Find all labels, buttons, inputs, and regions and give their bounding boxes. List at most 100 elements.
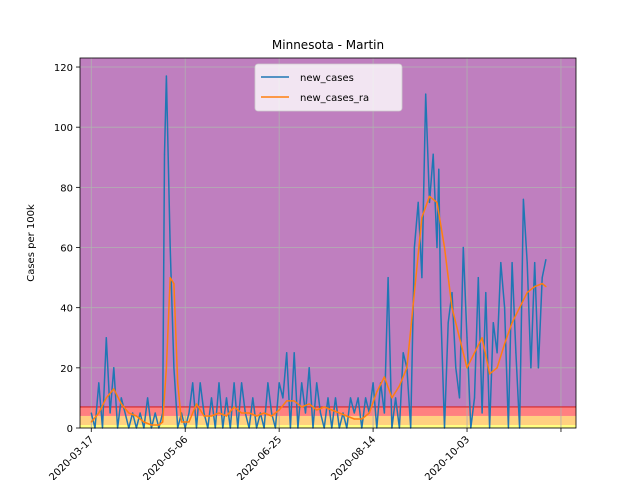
y-tick-label-5: 100 — [54, 123, 73, 134]
data-point-new_cases_ra-33 — [316, 409, 318, 411]
data-point-new_cases-72 — [357, 397, 359, 399]
data-point-new_cases-44 — [252, 397, 254, 399]
data-point-new_cases-74 — [364, 397, 367, 399]
data-point-new_cases-35 — [218, 382, 220, 384]
data-point-new_cases-30 — [199, 382, 201, 384]
data-point-new_cases_ra-46 — [413, 292, 416, 294]
data-point-new_cases_ra-18 — [203, 415, 205, 417]
data-point-new_cases-49 — [271, 412, 273, 414]
data-point-new_cases_ra-21 — [225, 415, 228, 417]
data-point-new_cases_ra-44 — [398, 385, 400, 387]
data-point-new_cases-66 — [334, 397, 337, 399]
data-point-new_cases_ra-58 — [504, 343, 506, 345]
data-point-new_cases_ra-7 — [143, 421, 145, 423]
data-point-new_cases-20 — [163, 153, 166, 155]
data-point-new_cases_ra-61 — [526, 292, 528, 294]
data-point-new_cases_ra-5 — [128, 412, 130, 414]
chart-title: Minnesota - Martin — [272, 38, 384, 52]
data-point-new_cases-92 — [432, 153, 434, 155]
data-point-new_cases_ra-49 — [436, 201, 438, 203]
x-tick-label-2: 2020-06-25 — [235, 434, 284, 480]
data-point-new_cases-5 — [109, 412, 111, 414]
data-point-new_cases_ra-22 — [233, 406, 235, 408]
data-point-new_cases-100 — [458, 397, 461, 399]
data-point-new_cases_ra-55 — [481, 337, 483, 339]
data-point-new_cases-91 — [428, 201, 431, 203]
data-point-new_cases-23 — [173, 367, 175, 369]
data-point-new_cases-70 — [349, 397, 352, 399]
data-point-new_cases-84 — [402, 352, 404, 354]
data-point-new_cases-101 — [462, 246, 464, 249]
data-point-new_cases-122 — [541, 276, 543, 279]
data-point-new_cases-102 — [466, 337, 468, 339]
data-point-new_cases_ra-52 — [458, 337, 461, 339]
series-layer — [90, 75, 547, 429]
data-point-new_cases_ra-53 — [466, 367, 468, 369]
data-point-new_cases-8 — [120, 397, 122, 399]
data-point-new_cases_ra-45 — [406, 367, 408, 369]
data-point-new_cases_ra-10 — [162, 421, 164, 423]
data-point-new_cases-97 — [447, 322, 449, 324]
data-point-new_cases-110 — [496, 352, 498, 354]
background-band-0 — [80, 424, 576, 428]
legend-label-new_cases_ra: new_cases_ra — [300, 93, 369, 104]
data-point-new_cases-61 — [316, 382, 318, 384]
data-point-new_cases-80 — [387, 276, 389, 279]
series-new_cases_ra — [90, 195, 547, 426]
data-point-new_cases_ra-15 — [180, 421, 183, 423]
data-point-new_cases-79 — [383, 412, 385, 414]
data-point-new_cases-119 — [530, 367, 532, 369]
data-point-new_cases-17 — [154, 412, 156, 414]
data-point-new_cases_ra-41 — [376, 391, 378, 393]
data-point-new_cases_ra-3 — [113, 388, 115, 390]
data-point-new_cases_ra-56 — [488, 373, 491, 375]
legend-box — [254, 63, 403, 112]
data-point-new_cases_ra-4 — [120, 403, 122, 405]
data-point-new_cases_ra-51 — [451, 307, 453, 309]
data-point-new_cases-93 — [436, 246, 438, 249]
data-point-new_cases-31 — [203, 412, 205, 414]
data-point-new_cases_ra-9 — [158, 424, 160, 426]
data-point-new_cases-76 — [372, 382, 374, 384]
x-tick-label-1: 2020-05-06 — [141, 434, 190, 480]
data-point-new_cases_ra-23 — [240, 412, 243, 414]
y-tick-label-4: 80 — [60, 183, 73, 194]
data-point-new_cases-106 — [481, 412, 483, 414]
data-point-new_cases_ra-2 — [105, 397, 107, 399]
data-point-new_cases-4 — [105, 337, 107, 339]
data-point-new_cases-120 — [534, 261, 536, 264]
x-tick-label-3: 2020-08-14 — [329, 434, 378, 480]
y-axis-label: Cases per 100k — [26, 204, 37, 282]
data-point-new_cases_ra-13 — [173, 283, 175, 285]
data-point-new_cases-15 — [147, 397, 149, 399]
data-point-new_cases-33 — [210, 397, 213, 399]
data-point-new_cases-88 — [417, 201, 419, 203]
data-point-new_cases_ra-1 — [98, 412, 100, 414]
data-point-new_cases_ra-6 — [135, 415, 137, 417]
data-point-new_cases-121 — [537, 367, 540, 369]
data-point-new_cases-27 — [188, 412, 190, 414]
data-point-new_cases_ra-57 — [496, 367, 498, 369]
data-point-new_cases_ra-27 — [271, 415, 273, 417]
data-point-new_cases_ra-54 — [473, 352, 476, 354]
y-tick-label-3: 60 — [60, 244, 73, 255]
data-point-new_cases-58 — [304, 412, 307, 414]
data-point-new_cases_ra-37 — [346, 415, 348, 417]
data-point-new_cases_ra-29 — [286, 400, 288, 402]
data-point-new_cases_ra-14 — [177, 382, 179, 384]
data-point-new_cases_ra-24 — [248, 412, 250, 414]
data-point-new_cases-59 — [308, 367, 310, 369]
data-point-new_cases_ra-19 — [210, 415, 213, 417]
y-tick-label-6: 120 — [54, 63, 73, 74]
legend: new_cases new_cases_ra — [254, 63, 403, 112]
x-axis: 2020-03-17 2020-05-06 2020-06-25 2020-08-14… — [48, 428, 562, 480]
series-line-new_cases — [90, 75, 547, 429]
data-point-new_cases-89 — [421, 276, 423, 279]
data-point-new_cases_ra-30 — [293, 400, 295, 402]
data-point-new_cases-95 — [440, 307, 442, 309]
data-point-new_cases_ra-35 — [331, 409, 333, 411]
data-point-new_cases-99 — [455, 367, 457, 369]
data-point-new_cases-111 — [500, 261, 502, 264]
data-point-new_cases-87 — [413, 246, 416, 249]
